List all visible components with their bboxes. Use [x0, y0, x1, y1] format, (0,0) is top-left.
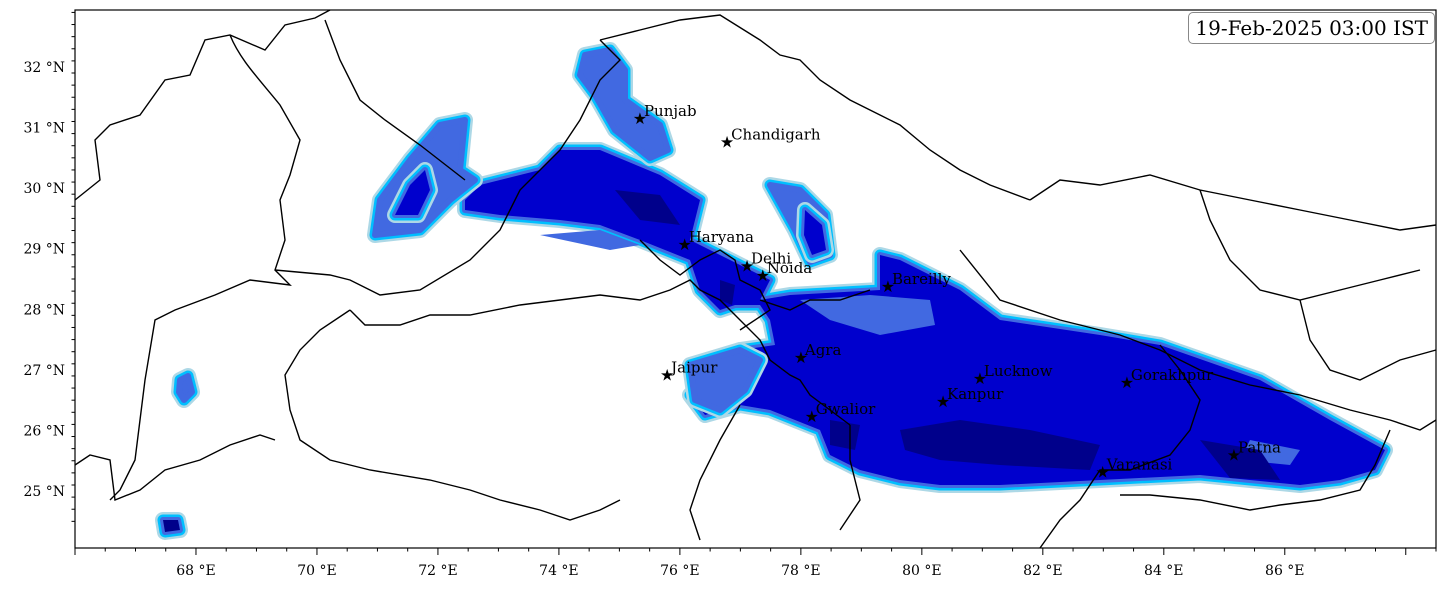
- x-tick-label: 68 °E: [176, 563, 215, 579]
- city-label: Chandigarh: [731, 126, 821, 144]
- rain-area-royalblue: [577, 47, 671, 161]
- admin-boundaries: [74, 9, 1437, 549]
- y-tick-label: 26 °N: [23, 423, 65, 439]
- boundary-line: [109, 34, 301, 501]
- city-marker: ★Bareilly: [881, 270, 952, 296]
- city-label: Lucknow: [984, 362, 1053, 380]
- city-label: Punjab: [644, 102, 697, 120]
- x-tick-label: 74 °E: [539, 563, 578, 579]
- city-marker: ★Kanpur: [936, 385, 1004, 411]
- city-label: Haryana: [689, 228, 754, 246]
- city-marker: ★Gorakhpur: [1120, 366, 1214, 392]
- city-label: Bareilly: [892, 270, 951, 288]
- boundary-line: [74, 9, 331, 201]
- star-icon: ★: [794, 348, 808, 367]
- timestamp-label: 19-Feb-2025 03:00 IST: [1188, 12, 1435, 44]
- star-icon: ★: [1227, 445, 1241, 464]
- star-icon: ★: [973, 369, 987, 388]
- city-marker: ★Jaipur: [660, 358, 718, 384]
- star-icon: ★: [678, 235, 692, 254]
- city-marker: ★Punjab: [633, 102, 697, 128]
- city-markers: ★Punjab★Chandigarh★Haryana★Delhi★Noida★B…: [633, 102, 1281, 481]
- star-icon: ★: [720, 133, 734, 152]
- heavy-rain-patch: [830, 420, 860, 450]
- boundary-line: [959, 249, 1437, 431]
- city-label: Jaipur: [669, 358, 718, 376]
- x-tick-label: 70 °E: [297, 563, 336, 579]
- city-marker: ★Patna: [1227, 438, 1281, 464]
- boundary-line: [1039, 344, 1201, 549]
- city-marker: ★Noida: [756, 259, 813, 285]
- axes: 68 °E 70 °E 72 °E 74 °E 76 °E 78 °E 80 °E 82 °E…: [23, 11, 1437, 579]
- x-tick-label: 86 °E: [1265, 563, 1304, 579]
- precipitation-field: [155, 42, 1393, 540]
- rain-area-core: [395, 170, 430, 215]
- city-marker: ★Chandigarh: [720, 126, 821, 152]
- city-marker: ★Haryana: [678, 228, 754, 254]
- y-tick-label: 28 °N: [23, 302, 65, 318]
- city-label: Gwalior: [816, 400, 876, 418]
- y-tick-label: 31 °N: [23, 121, 65, 137]
- rain-area-royalblue: [687, 347, 763, 413]
- heavy-rain-patch: [900, 420, 1100, 470]
- x-tick-label: 72 °E: [418, 563, 457, 579]
- rain-area-core: [804, 210, 826, 255]
- city-label: Agra: [804, 341, 842, 359]
- star-icon: ★: [756, 266, 770, 285]
- star-icon: ★: [740, 256, 754, 275]
- heavy-rain-patch: [720, 280, 735, 305]
- boundary-line: [284, 309, 621, 521]
- x-tick-label: 76 °E: [660, 563, 699, 579]
- x-tick-label: 84 °E: [1144, 563, 1183, 579]
- boundary-line: [1029, 174, 1437, 231]
- star-icon: ★: [881, 277, 895, 296]
- star-icon: ★: [660, 365, 674, 384]
- city-marker: ★Delhi: [740, 249, 792, 275]
- boundary-line: [74, 434, 276, 501]
- rain-patch: [800, 295, 935, 335]
- x-tick-label: 78 °E: [781, 563, 820, 579]
- city-marker: ★Gwalior: [805, 400, 877, 426]
- boundary-line: [1299, 299, 1437, 381]
- y-tick-label: 25 °N: [23, 484, 65, 500]
- heavy-rain-patch: [615, 190, 680, 225]
- rain-area-core: [163, 520, 180, 532]
- city-label: Patna: [1238, 438, 1281, 456]
- city-marker: ★Varanasi: [1096, 455, 1173, 481]
- boundary-line: [689, 404, 741, 541]
- star-icon: ★: [936, 392, 950, 411]
- rain-patch: [540, 230, 640, 250]
- star-icon: ★: [805, 407, 819, 426]
- city-marker: ★Lucknow: [973, 362, 1053, 388]
- city-marker: ★Agra: [794, 341, 842, 367]
- x-tick-label: 80 °E: [902, 563, 941, 579]
- city-label: Gorakhpur: [1131, 366, 1214, 384]
- boundary-line: [274, 39, 621, 296]
- boundary-line: [839, 425, 861, 531]
- boundary-line: [1120, 429, 1391, 511]
- city-label: Delhi: [751, 249, 791, 267]
- y-tick-label: 32 °N: [23, 60, 65, 76]
- boundary-line: [1199, 189, 1421, 301]
- boundary-line: [759, 289, 871, 311]
- boundary-line: [639, 239, 771, 331]
- boundary-line: [599, 14, 1031, 201]
- y-tick-label: 29 °N: [23, 242, 65, 258]
- star-icon: ★: [1120, 373, 1134, 392]
- star-icon: ★: [633, 109, 647, 128]
- star-icon: ★: [1096, 462, 1110, 481]
- heavy-rain-patch: [1200, 440, 1280, 480]
- y-tick-label: 27 °N: [23, 363, 65, 379]
- boundary-line: [324, 19, 466, 181]
- city-label: Kanpur: [947, 385, 1004, 403]
- city-label: Varanasi: [1106, 455, 1173, 473]
- boundary-line: [349, 279, 851, 426]
- rain-area-royalblue: [176, 373, 195, 403]
- x-tick-label: 82 °E: [1023, 563, 1062, 579]
- city-label: Noida: [767, 259, 813, 277]
- y-tick-label: 30 °N: [23, 181, 65, 197]
